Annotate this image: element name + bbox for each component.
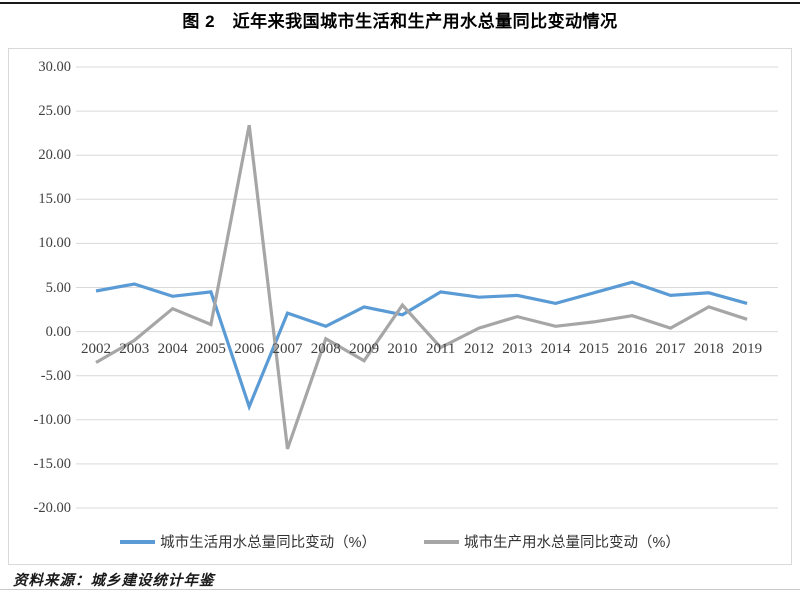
bottom-divider (0, 589, 800, 590)
x-axis-tick-label: 2009 (349, 340, 380, 357)
y-axis-tick-label: -15.00 (33, 455, 71, 472)
x-axis-tick-label: 2007 (272, 340, 303, 357)
source-note: 资料来源：城乡建设统计年鉴 (13, 573, 215, 589)
y-axis-tick-label: -20.00 (33, 500, 71, 516)
legend-label-domestic-water: 城市生活用水总量同比变动（%） (160, 535, 376, 551)
series-line-1 (95, 124, 748, 450)
line-chart (76, 66, 778, 509)
legend-swatch-blue-line (120, 539, 156, 544)
x-axis-tick-label: 2012 (464, 340, 494, 357)
legend-item-domestic-water: 城市生活用水总量同比变动（%） (120, 531, 376, 552)
chart-legend: 城市生活用水总量同比变动（%） 城市生产用水总量同比变动（%） (9, 531, 791, 552)
x-axis-tick-label: 2018 (693, 340, 724, 357)
x-axis-tick-label: 2002 (81, 340, 111, 357)
x-axis-tick-label: 2004 (157, 340, 188, 357)
y-axis-tick-label: 15.00 (38, 191, 71, 208)
x-axis-tick-label: 2008 (310, 340, 341, 357)
x-axis-tick-label: 2019 (732, 340, 763, 357)
x-axis-tick-label: 2003 (119, 340, 150, 357)
y-axis-tick-label: 5.00 (45, 279, 71, 296)
y-axis-tick-label: 10.00 (38, 235, 71, 252)
legend-item-production-water: 城市生产用水总量同比变动（%） (424, 531, 680, 552)
x-axis-tick-label: 2015 (578, 340, 609, 357)
y-axis-tick-label: 30.00 (38, 59, 71, 75)
x-axis-tick-label: 2010 (387, 340, 418, 357)
x-axis-tick-label: 2006 (234, 340, 265, 357)
chart-area: 30.00 25.00 20.00 15.00 10.00 5.00 0.00 -5.00 -1… (8, 48, 792, 565)
x-axis-tick-label: 2013 (502, 340, 533, 357)
x-axis-tick-label: 2011 (425, 340, 456, 357)
x-axis-tick-label: 2016 (617, 340, 648, 357)
y-axis-tick-label: -10.00 (33, 411, 71, 428)
y-axis-tick-label: 20.00 (38, 147, 71, 164)
top-divider (0, 2, 800, 4)
y-axis-tick-label: -5.00 (40, 367, 71, 384)
y-axis-tick-label: 25.00 (38, 103, 71, 120)
series-line-0 (95, 280, 748, 412)
figure-title: 图 2 近年来我国城市生活和生产用水总量同比变动情况 (182, 12, 618, 31)
x-axis-tick-label: 2005 (195, 340, 226, 357)
x-axis-tick-label: 2017 (655, 340, 686, 357)
x-axis-tick-label: 2014 (540, 340, 571, 357)
y-axis-tick-label: 0.00 (45, 323, 71, 340)
legend-label-production-water: 城市生产用水总量同比变动（%） (464, 535, 680, 551)
legend-swatch-gray-line (424, 539, 459, 544)
